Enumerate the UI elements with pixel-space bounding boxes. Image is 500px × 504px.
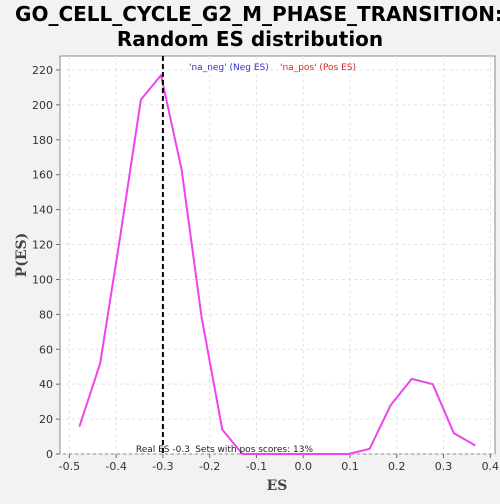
y-tick-label: 140 — [32, 204, 53, 217]
x-tick-label: -0.2 — [199, 460, 220, 473]
y-tick-label: 40 — [39, 378, 53, 391]
series-point — [347, 453, 350, 455]
y-tick-label: 200 — [32, 99, 53, 112]
real-es-label: Real ES -0.3 — [136, 445, 190, 455]
series-point — [119, 234, 122, 237]
y-axis-label: P(ES) — [14, 233, 30, 278]
series-point — [99, 362, 102, 365]
x-tick-label: 0.3 — [435, 460, 453, 473]
y-tick-label: 80 — [39, 308, 53, 321]
series-point — [241, 453, 244, 455]
series-point — [474, 444, 476, 447]
series-point — [410, 378, 413, 380]
y-tick-label: 60 — [39, 343, 53, 356]
series-point — [160, 74, 162, 77]
series-point — [180, 168, 183, 171]
series-point — [282, 453, 284, 455]
x-axis-label: ES — [267, 478, 288, 494]
x-tick-label: 0.4 — [482, 460, 500, 473]
y-axis-ticks: 0 20 40 60 80 100 120 140 160 180 200 220 — [32, 64, 60, 461]
legend-neg-entry: 'na_neg' (Neg ES) — [189, 63, 269, 73]
y-tick-label: 180 — [32, 134, 53, 147]
x-tick-label: 0.0 — [294, 460, 312, 473]
y-tick-label: 0 — [46, 448, 53, 461]
series-point — [78, 425, 81, 427]
x-tick-label: -0.4 — [105, 460, 126, 473]
series-point — [140, 98, 142, 101]
series-point — [221, 428, 224, 431]
series-point — [302, 453, 305, 455]
chart-title-line-2: Random ES distribution — [117, 27, 383, 51]
series-point — [453, 432, 455, 434]
pos-scores-annotation: Sets with pos scores: 13% — [195, 445, 313, 455]
x-tick-label: 0.1 — [341, 460, 359, 473]
y-tick-label: 160 — [32, 169, 53, 182]
legend-pos-entry: 'na_pos' (Pos ES) — [280, 63, 356, 73]
series-line — [78, 74, 476, 455]
series-point — [368, 447, 371, 450]
y-tick-label: 100 — [32, 273, 53, 286]
x-axis-ticks: -0.5 -0.4 -0.3 -0.2 -0.1 0.0 0.1 0.2 0.3 0.4 — [59, 454, 499, 473]
series-point — [262, 453, 264, 455]
x-tick-label: -0.1 — [246, 460, 267, 473]
x-tick-label: -0.5 — [59, 460, 80, 473]
x-tick-label: 0.2 — [388, 460, 406, 473]
y-tick-label: 220 — [32, 64, 53, 77]
series-layer — [78, 74, 476, 455]
series-point — [431, 383, 434, 385]
series-point — [200, 317, 203, 319]
chart-title-line-1: GO_CELL_CYCLE_G2_M_PHASE_TRANSITION: — [15, 2, 500, 26]
series-point — [326, 453, 328, 455]
y-tick-label: 20 — [39, 413, 53, 426]
x-tick-label: -0.3 — [152, 460, 173, 473]
y-tick-label: 120 — [32, 239, 53, 252]
plot-area — [59, 55, 496, 455]
series-point — [389, 404, 392, 406]
